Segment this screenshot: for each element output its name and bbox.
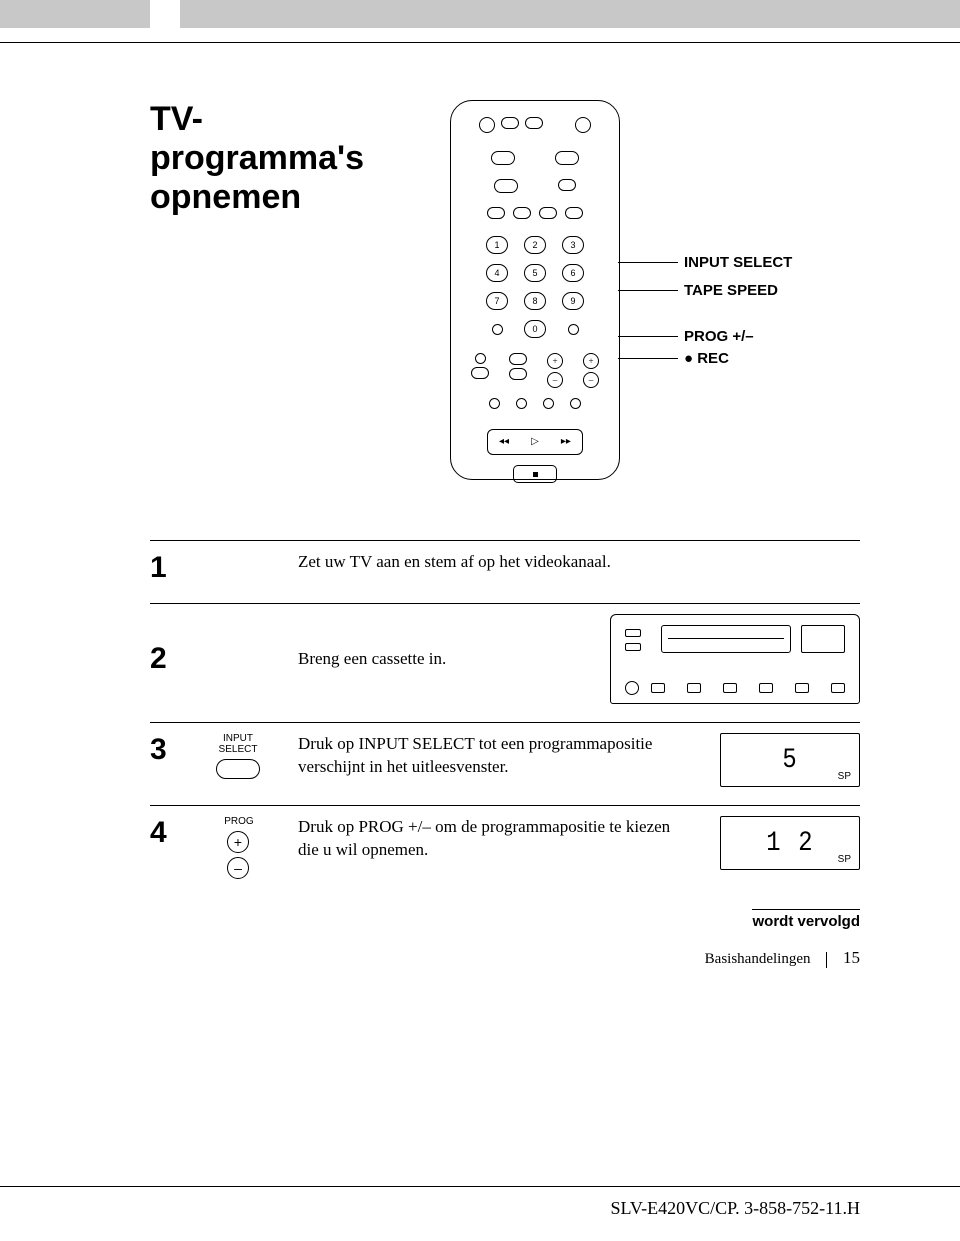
- step-text: Druk op INPUT SELECT tot een programmapo…: [298, 733, 692, 779]
- remote-button: [543, 398, 554, 409]
- prog-plus-icon: +: [227, 831, 249, 853]
- remote-button: –: [583, 372, 599, 388]
- icon-label: PROG: [224, 816, 253, 827]
- display-value: 1 2: [766, 828, 814, 859]
- step-2: 2 Breng een cassette in.: [150, 614, 860, 704]
- manual-page: TV-programma's opnemen: [0, 0, 960, 1241]
- remote-button: [525, 117, 543, 129]
- keypad-3: 3: [562, 236, 584, 254]
- step-divider: [150, 805, 860, 806]
- keypad-1: 1: [486, 236, 508, 254]
- step-4: 4 PROG + – Druk op PROG +/– om de progra…: [150, 816, 860, 879]
- play-icon: ▷: [531, 437, 539, 447]
- remote-diagram: 1 2 3 4 5 6 7 8 9 0: [450, 100, 620, 480]
- display-value: 5: [782, 745, 798, 776]
- header-bar-gap: [150, 0, 180, 28]
- callout-input-select: INPUT SELECT: [684, 254, 792, 271]
- keypad-0: 0: [524, 320, 546, 338]
- keypad-7: 7: [486, 292, 508, 310]
- header-underline: [0, 42, 960, 43]
- remote-button: [565, 207, 583, 219]
- remote-button: [492, 324, 503, 335]
- display-mode: SP: [838, 771, 851, 782]
- remote-button: [489, 398, 500, 409]
- vcr-display: 1 2 SP: [720, 816, 860, 870]
- remote-button: [475, 353, 486, 364]
- remote-button: [555, 151, 579, 165]
- remote-button: [501, 117, 519, 129]
- callout-rec: ● REC: [684, 350, 729, 367]
- input-select-button-icon: [216, 759, 260, 779]
- keypad-4: 4: [486, 264, 508, 282]
- step-text: Druk op PROG +/– om de programmapositie …: [298, 816, 692, 862]
- callout-tape-speed: TAPE SPEED: [684, 282, 778, 299]
- step-text: Zet uw TV aan en stem af op het videokan…: [298, 551, 860, 574]
- remote-button: [509, 353, 527, 365]
- keypad-2: 2: [524, 236, 546, 254]
- remote-button: [570, 398, 581, 409]
- step-number: 4: [150, 816, 178, 850]
- remote-button: [509, 368, 527, 380]
- step-number: 2: [150, 642, 178, 676]
- remote-button: +: [583, 353, 599, 369]
- remote-power-button: [575, 117, 591, 133]
- keypad-5: 5: [524, 264, 546, 282]
- step-1: 1 Zet uw TV aan en stem af op het videok…: [150, 551, 860, 585]
- remote-button: +: [547, 353, 563, 369]
- page-title: TV-programma's opnemen: [150, 100, 410, 217]
- remote-button: [568, 324, 579, 335]
- keypad-8: 8: [524, 292, 546, 310]
- remote-button: [479, 117, 495, 133]
- step-number: 3: [150, 733, 178, 767]
- remote-button: [513, 207, 531, 219]
- keypad-6: 6: [562, 264, 584, 282]
- step-divider: [150, 540, 860, 541]
- stop-button: [513, 465, 557, 483]
- remote-keypad: 1 2 3 4 5 6 7 8 9 0: [483, 233, 587, 341]
- step-number: 1: [150, 551, 178, 585]
- steps-list: 1 Zet uw TV aan en stem af op het videok…: [150, 540, 860, 879]
- prog-minus-icon: –: [227, 857, 249, 879]
- category-label: Basishandelingen: [705, 951, 811, 967]
- rewind-icon: ◂◂: [499, 437, 509, 447]
- remote-button: [516, 398, 527, 409]
- step-3: 3 INPUT SELECT Druk op INPUT SELECT tot …: [150, 733, 860, 787]
- remote-button: [491, 151, 515, 165]
- step-icon-prog: PROG + –: [206, 816, 270, 879]
- vcr-display: 5 SP: [720, 733, 860, 787]
- continued-label: wordt vervolgd: [150, 909, 860, 930]
- footer-rule: [0, 1186, 960, 1187]
- step-divider: [150, 722, 860, 723]
- header-bar: [0, 0, 960, 28]
- fastfwd-icon: ▸▸: [561, 437, 571, 447]
- step-icon-input-select: INPUT SELECT: [206, 733, 270, 779]
- callout-prog: PROG +/–: [684, 328, 754, 345]
- remote-button: [471, 367, 489, 379]
- remote-button: [494, 179, 518, 193]
- icon-label: INPUT SELECT: [219, 733, 258, 755]
- remote-button: –: [547, 372, 563, 388]
- footer-category: Basishandelingen 15: [150, 948, 860, 968]
- remote-button: [487, 207, 505, 219]
- step-divider: [150, 603, 860, 604]
- display-mode: SP: [838, 854, 851, 865]
- header-row: TV-programma's opnemen: [150, 100, 860, 480]
- transport-controls: ◂◂ ▷ ▸▸: [487, 429, 583, 455]
- remote-button: [539, 207, 557, 219]
- keypad-9: 9: [562, 292, 584, 310]
- step-text: Breng een cassette in.: [298, 648, 582, 671]
- separator: [826, 952, 827, 968]
- remote-button: [558, 179, 576, 191]
- page-number: 15: [843, 948, 860, 967]
- footer-model: SLV-E420VC/CP. 3-858-752-11.H: [610, 1198, 860, 1219]
- vcr-diagram: [610, 614, 860, 704]
